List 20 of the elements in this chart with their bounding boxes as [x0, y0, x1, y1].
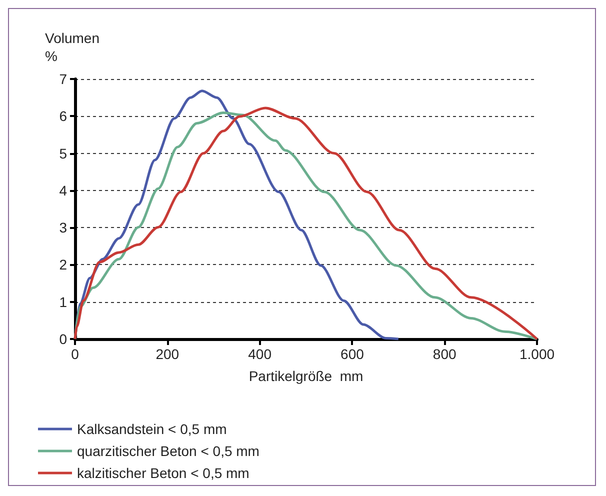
- x-tick-label: 1.000: [519, 346, 555, 362]
- y-axis-title: Volumen %: [45, 30, 100, 64]
- y-tick-label: 7: [59, 71, 68, 87]
- x-tick-label: 200: [156, 346, 180, 362]
- y-tick-label: 3: [59, 220, 68, 236]
- x-tick-label: 600: [340, 346, 364, 362]
- x-tick-label: 0: [71, 346, 80, 362]
- y-tick-label: 5: [59, 145, 68, 162]
- y-tick-label: 6: [59, 108, 68, 124]
- y-tick-label: 1: [59, 294, 68, 310]
- legend-label: quarzitischer Beton < 0,5 mm: [77, 443, 260, 459]
- x-tick-label: 400: [248, 346, 272, 362]
- x-tick-label: 800: [432, 346, 456, 362]
- line-series: [74, 90, 400, 340]
- y-tick-label: 2: [59, 256, 68, 273]
- legend-label: kalzitischer Beton < 0,5 mm: [77, 465, 250, 481]
- y-tick-label: 4: [59, 182, 68, 198]
- legend-label: Kalksandstein < 0,5 mm: [77, 421, 227, 437]
- x-axis-title: Partikelgröße mm: [248, 368, 364, 384]
- y-tick-label: 0: [59, 331, 68, 347]
